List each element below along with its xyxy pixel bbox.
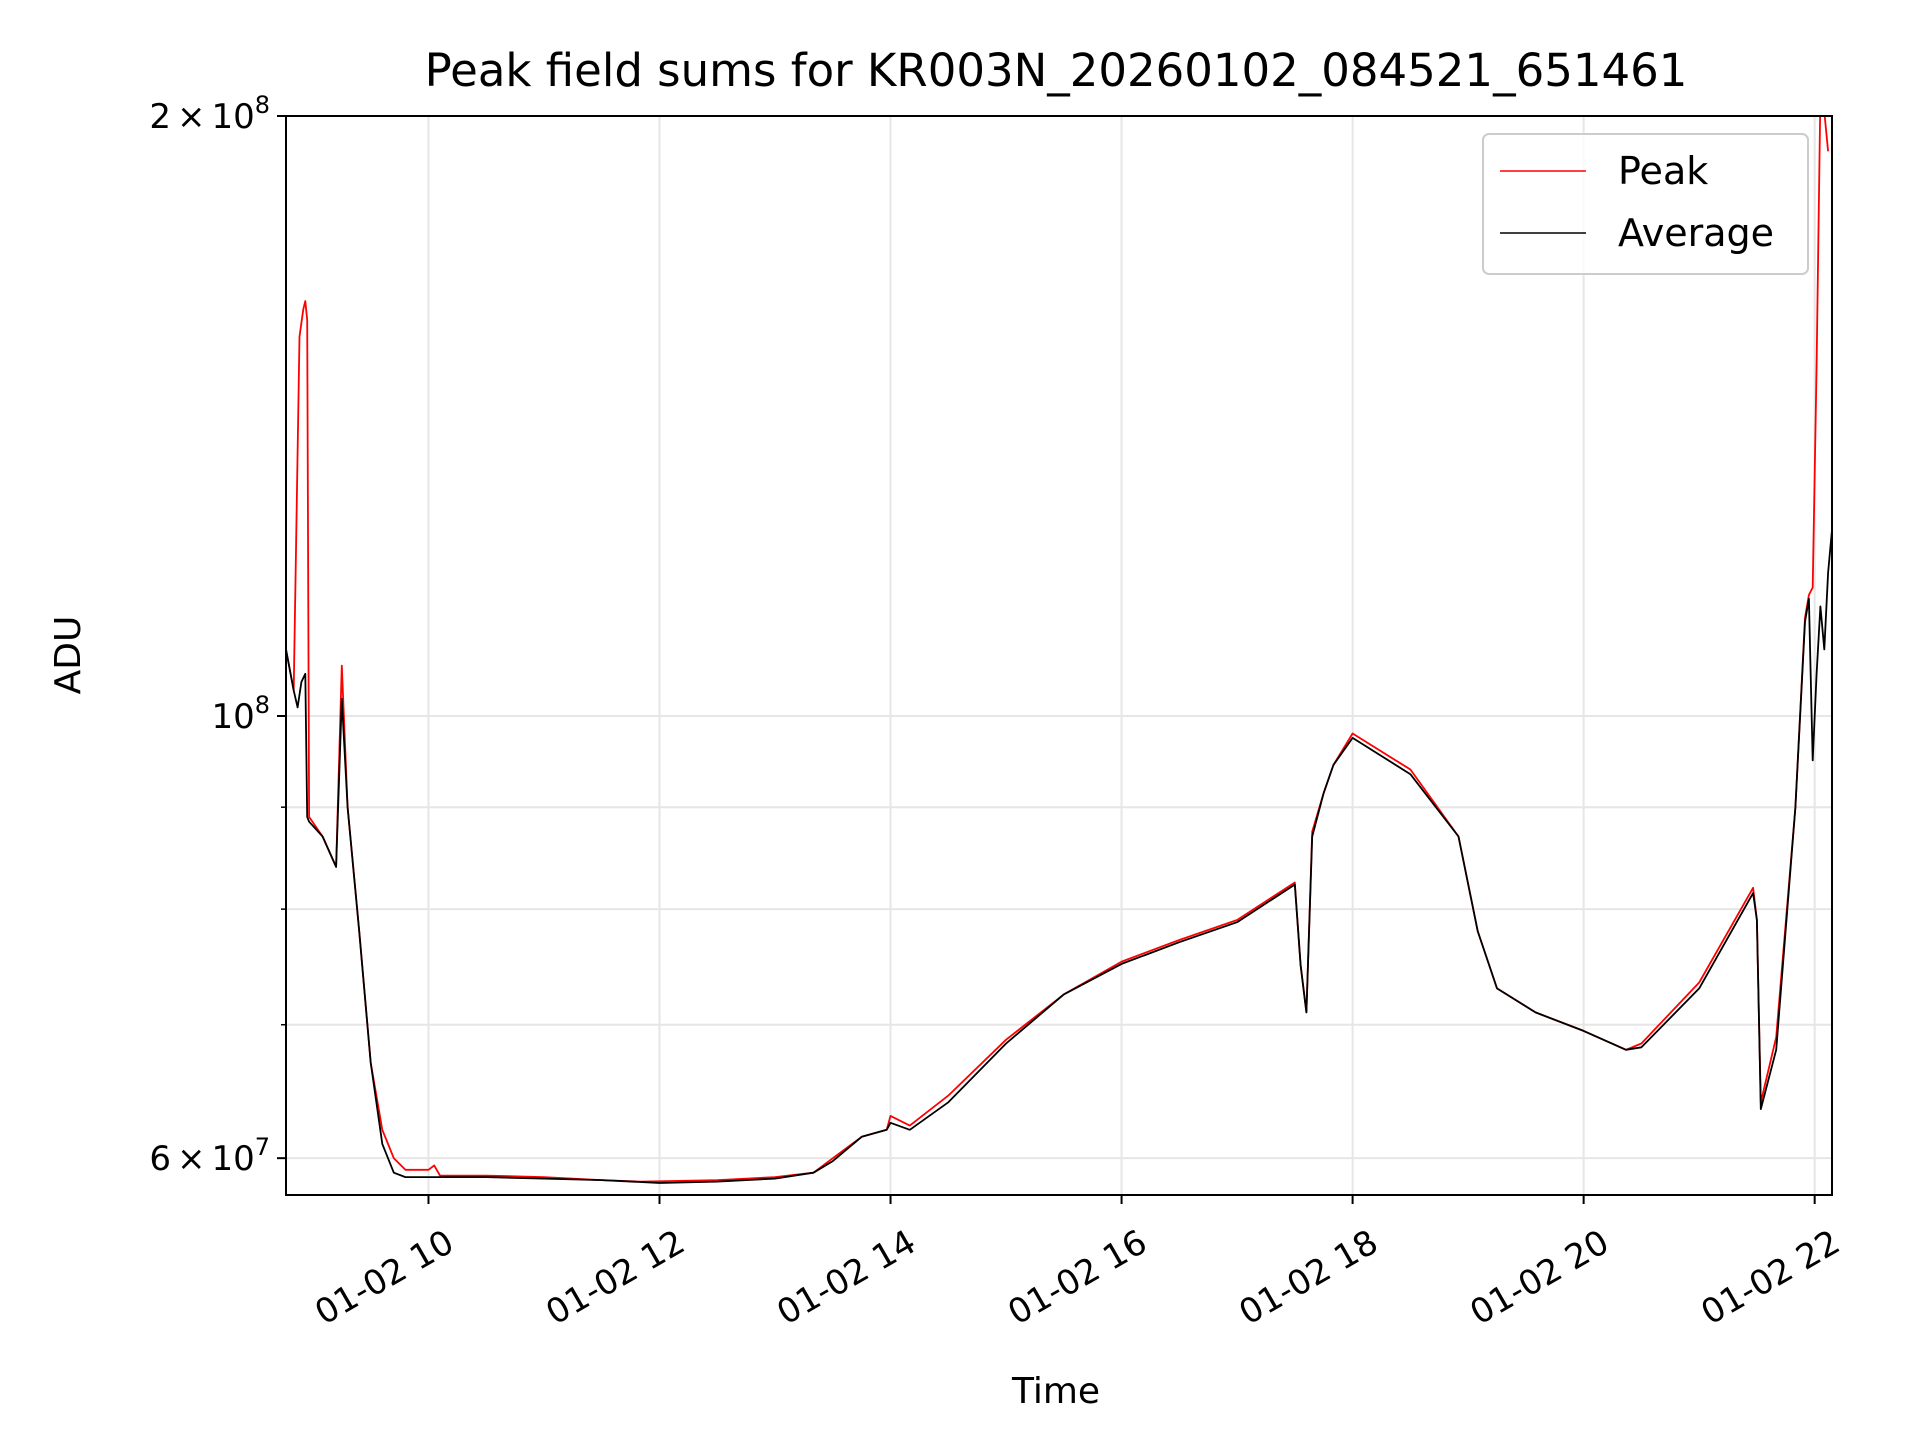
y-tick-label: 2 × 108 [149,91,270,137]
y-tick-base: 10 [211,697,254,737]
legend: Peak Average [1482,133,1809,275]
plot-frame [285,115,1833,1196]
y-tick-label: 108 [211,691,270,737]
y-tick-base: 10 [211,97,254,137]
y-tick-base: 10 [211,1139,254,1179]
y-tick-exponent: 8 [255,91,270,119]
y-tick-mantissa: 6 [149,1139,171,1179]
legend-box [1482,133,1809,275]
series-layer [286,116,1832,1184]
y-axis-title: ADU [48,616,89,695]
grid [286,115,1832,1195]
series-line-average [286,529,1832,1184]
legend-average-label: Average [1618,211,1774,255]
legend-peak-label: Peak [1618,149,1708,193]
y-tick-exponent: 8 [255,691,270,719]
y-tick-mantissa: 2 [149,97,171,137]
y-tick-label: 6 × 107 [149,1133,270,1179]
x-axis-title: Time [1011,1371,1100,1412]
y-tick-exponent: 7 [255,1133,270,1161]
y-tick-times: × [177,1139,206,1179]
chart-title: Peak field sums for KR003N_20260102_0845… [425,44,1688,97]
y-tick-times: × [177,97,206,137]
